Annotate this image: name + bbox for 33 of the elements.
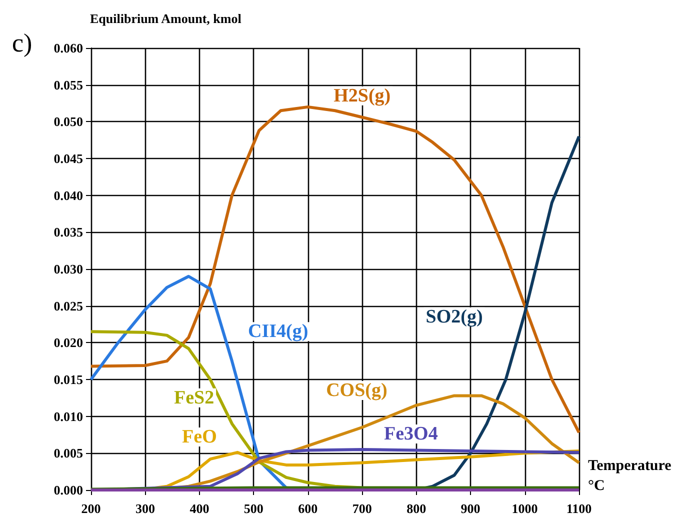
- x-tick-label: 200: [81, 501, 101, 516]
- series-label: SO2(g): [426, 306, 483, 328]
- y-tick-label: 0.000: [54, 482, 83, 498]
- x-tick-label: 400: [190, 501, 210, 516]
- x-tick-label: 700: [352, 501, 372, 516]
- text: c): [12, 28, 32, 58]
- x-tick-label: 500: [244, 501, 264, 516]
- series-label: FeO: [182, 426, 217, 448]
- x-tick-label: 300: [135, 501, 155, 516]
- series-label: CII4(g): [248, 321, 308, 342]
- y-tick-label: 0.005: [54, 446, 84, 461]
- y-tick-label: 0.020: [54, 335, 83, 350]
- y-axis-title: Equilibrium Amount, kmol: [90, 11, 242, 26]
- x-tick-label: 900: [460, 501, 480, 516]
- y-tick-label: 0.010: [54, 408, 83, 424]
- y-tick-label: 0.045: [54, 151, 84, 166]
- x-tick-label: 1100: [566, 501, 592, 516]
- series-label: H2S(g): [334, 85, 391, 106]
- y-tick-label: 0.050: [54, 114, 83, 130]
- y-tick-label: 0.025: [54, 298, 84, 314]
- y-tick-label: 0.040: [54, 188, 83, 203]
- y-tick-label: 0.015: [54, 372, 84, 387]
- y-tick-label: 0.060: [54, 40, 83, 56]
- series-label: Fe3O4: [384, 424, 438, 445]
- x-tick-label: 1000: [512, 501, 538, 516]
- series-label: COS(g): [326, 380, 388, 402]
- x-tick-label: 600: [298, 501, 318, 516]
- series-label: FeS2: [174, 387, 214, 408]
- x-axis-title: Temperature °C: [588, 458, 672, 494]
- y-tick-label: 0.030: [54, 262, 83, 276]
- y-tick-label: 0.055: [54, 77, 84, 92]
- x-tick-label: 800: [406, 501, 426, 516]
- y-tick-label: 0.035: [54, 224, 84, 240]
